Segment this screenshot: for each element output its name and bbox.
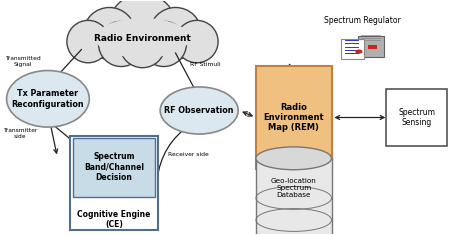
Ellipse shape (141, 21, 186, 67)
FancyBboxPatch shape (256, 158, 331, 235)
Ellipse shape (7, 70, 89, 127)
Ellipse shape (256, 147, 331, 170)
Ellipse shape (150, 8, 201, 59)
Ellipse shape (83, 8, 136, 59)
Text: Geo-location
Spectrum
Database: Geo-location Spectrum Database (271, 178, 317, 198)
Text: Cognitive Engine
(CE): Cognitive Engine (CE) (77, 210, 151, 229)
Text: Tx Parameter
Reconfiguration: Tx Parameter Reconfiguration (12, 89, 84, 109)
Text: Radio
Environment
Map (REM): Radio Environment Map (REM) (264, 103, 324, 132)
Ellipse shape (99, 21, 144, 67)
FancyBboxPatch shape (81, 38, 204, 50)
Text: Transmitted
Signal: Transmitted Signal (5, 56, 41, 67)
FancyBboxPatch shape (73, 138, 155, 196)
Text: Radio Environment: Radio Environment (94, 34, 191, 43)
Ellipse shape (160, 87, 238, 134)
FancyBboxPatch shape (71, 136, 158, 230)
FancyBboxPatch shape (357, 36, 383, 57)
FancyBboxPatch shape (386, 89, 447, 146)
Text: RF Stimuli: RF Stimuli (190, 63, 220, 67)
Ellipse shape (120, 23, 165, 68)
Text: Receiver side: Receiver side (168, 152, 209, 157)
FancyBboxPatch shape (368, 45, 377, 49)
Text: Transmitter
side: Transmitter side (3, 129, 37, 139)
Ellipse shape (67, 20, 109, 63)
Ellipse shape (175, 20, 218, 63)
Text: Spectrum
Sensing: Spectrum Sensing (398, 108, 435, 127)
Ellipse shape (109, 0, 176, 62)
Text: Spectrum
Band/Channel
Decision: Spectrum Band/Channel Decision (84, 153, 144, 182)
Circle shape (356, 50, 362, 53)
FancyBboxPatch shape (256, 66, 331, 169)
Text: RF Observation: RF Observation (164, 106, 234, 115)
Text: Spectrum Regulator: Spectrum Regulator (324, 16, 401, 25)
Ellipse shape (95, 18, 190, 58)
FancyBboxPatch shape (341, 39, 364, 59)
